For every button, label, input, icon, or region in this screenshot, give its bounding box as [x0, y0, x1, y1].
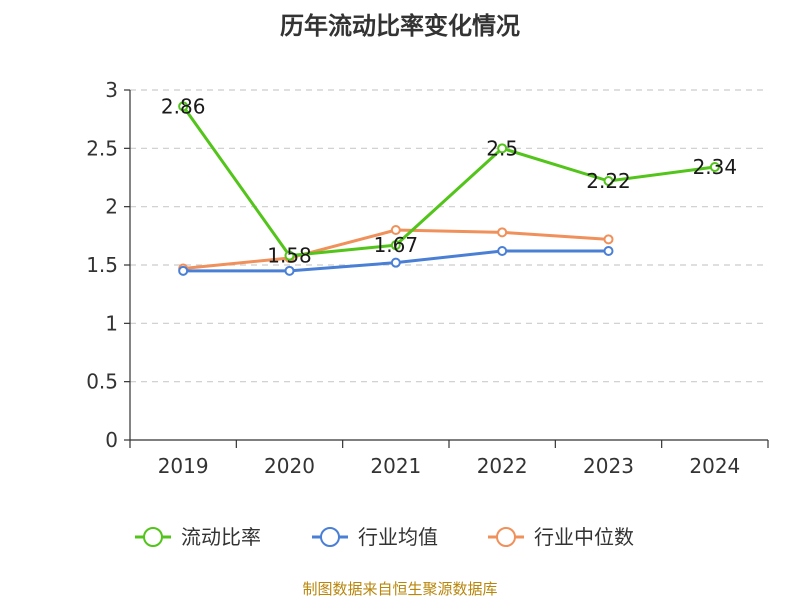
- data-label: 2.5: [486, 136, 518, 160]
- y-tick-label: 2: [105, 195, 118, 219]
- data-point: [603, 176, 614, 186]
- source-footer: 制图数据来自恒生聚源数据库: [302, 580, 498, 598]
- legend-label: 行业中位数: [534, 525, 634, 549]
- data-point: [709, 162, 720, 172]
- data-point: [390, 257, 401, 268]
- y-tick-label: 1.5: [86, 253, 118, 277]
- data-point: [178, 101, 189, 112]
- data-label: 1.58: [267, 244, 312, 268]
- series-line: [181, 105, 716, 258]
- data-label: 2.34: [693, 155, 738, 179]
- y-tick-label: 0.5: [86, 370, 118, 394]
- y-tick-label: 2.5: [86, 136, 118, 160]
- data-point: [497, 227, 508, 238]
- legend-marker: [143, 527, 163, 547]
- x-tick-label: 2023: [583, 454, 634, 478]
- data-point: [497, 246, 508, 256]
- x-tick-label: 2020: [264, 454, 315, 478]
- data-point: [390, 225, 401, 235]
- data-point: [497, 143, 508, 154]
- data-point: [390, 240, 401, 251]
- data-point: [178, 265, 189, 276]
- x-tick-label: 2024: [689, 454, 740, 478]
- data-label: 2.22: [586, 169, 631, 193]
- data-point: [284, 265, 295, 276]
- x-tick-label: 2022: [477, 454, 528, 478]
- data-point: [603, 246, 614, 256]
- y-tick-label: 0: [105, 428, 118, 452]
- data-label: 1.67: [374, 233, 419, 257]
- legend-label: 流动比率: [181, 525, 261, 549]
- legend-marker: [320, 527, 340, 547]
- x-tick-label: 2019: [158, 454, 209, 478]
- legend-label: 行业均值: [358, 525, 438, 549]
- chart-title: 历年流动比率变化情况: [280, 12, 520, 40]
- legend-marker: [496, 527, 516, 547]
- data-point: [603, 234, 614, 245]
- data-point: [284, 250, 295, 261]
- x-tick-label: 2021: [370, 454, 421, 478]
- y-tick-label: 3: [105, 78, 118, 102]
- y-tick-label: 1: [105, 311, 118, 335]
- data-label: 2.86: [161, 94, 206, 118]
